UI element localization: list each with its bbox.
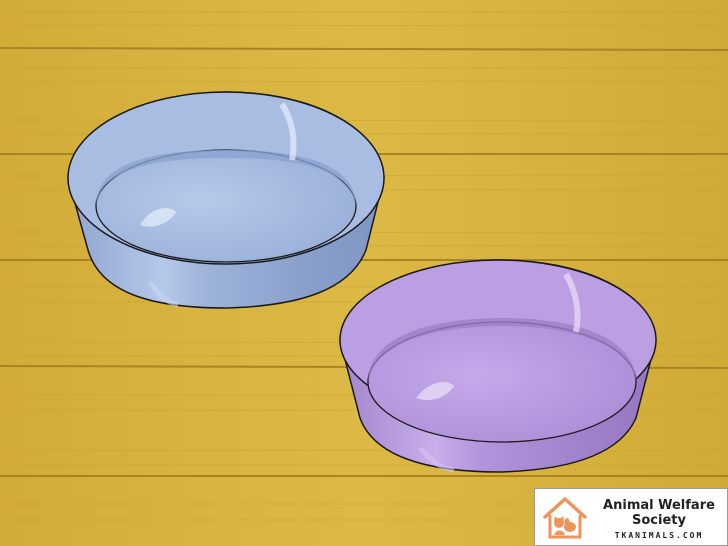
badge-title-line2: Society (632, 513, 686, 528)
badge-title-line1: Animal Welfare (603, 498, 715, 513)
badge-domain: TKANIMALS.COM (614, 531, 704, 540)
purple-bowl (339, 259, 657, 473)
house-with-pets-icon (543, 497, 587, 539)
blue-bowl (67, 91, 385, 309)
watermark-badge: Animal Welfare Society TKANIMALS.COM (534, 488, 728, 546)
